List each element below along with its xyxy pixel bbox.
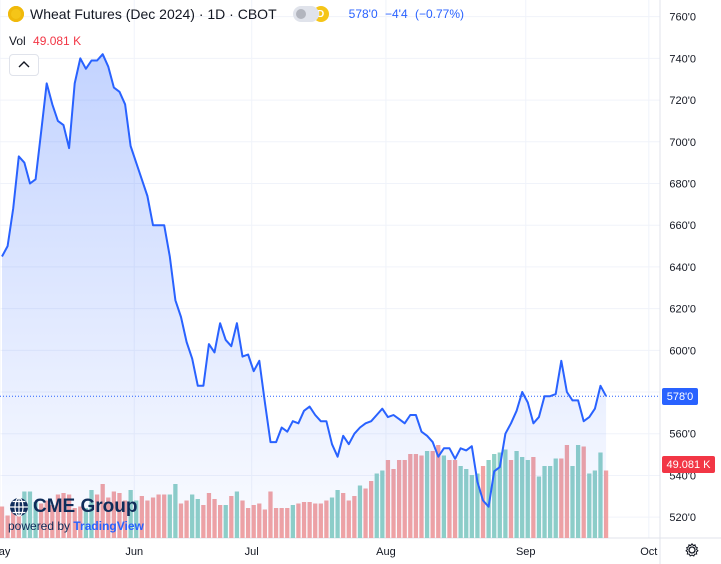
last-price-tag: 578'0	[662, 388, 698, 406]
x-tick-label: Jul	[245, 546, 259, 558]
powered-by: powered by TradingView	[8, 519, 144, 533]
y-tick-label: 540'0	[669, 470, 696, 482]
cme-globe-icon	[10, 497, 28, 517]
quote-values: 578'0 −4'4 (−0.77%)	[349, 7, 468, 21]
y-tick-label: 680'0	[669, 179, 696, 191]
wheat-symbol-icon	[8, 6, 24, 22]
last-price: 578'0	[348, 7, 378, 21]
y-tick-label: 700'0	[669, 137, 696, 149]
y-tick-label: 660'0	[669, 220, 696, 232]
x-tick-label: Aug	[376, 546, 396, 558]
price-line[interactable]	[1, 53, 607, 508]
y-tick-label: 640'0	[669, 262, 696, 274]
x-tick-label: Oct	[640, 546, 657, 558]
y-tick-label: 520'0	[669, 512, 696, 524]
price-area	[2, 54, 607, 538]
chevron-up-icon	[18, 59, 30, 71]
price-change: −4'4	[384, 7, 408, 21]
y-tick-label: 760'0	[669, 12, 696, 24]
collapse-legend-button[interactable]	[9, 54, 39, 76]
visibility-toggle-icon[interactable]	[292, 6, 319, 22]
volume-value: 49.081 K	[33, 34, 82, 48]
chart-title[interactable]: Wheat Futures (Dec 2024) · 1D · CBOT	[30, 6, 277, 22]
volume-tag: 49.081 K	[662, 456, 715, 473]
volume-bar	[486, 460, 491, 538]
cme-brand: CME Group	[33, 496, 138, 517]
tradingview-brand: TradingView	[73, 519, 144, 533]
x-tick-label: May	[0, 546, 11, 558]
y-tick-label: 560'0	[669, 429, 696, 441]
y-tick-label: 740'0	[669, 53, 696, 65]
y-tick-label: 720'0	[669, 95, 696, 107]
x-tick-label: Sep	[516, 546, 536, 558]
x-tick-label: Jun	[125, 546, 143, 558]
cme-logo: CME Group	[8, 496, 144, 518]
price-change-percent: (−0.77%)	[414, 7, 465, 21]
legend-toggles: D	[292, 6, 329, 22]
volume-label: Vol	[9, 34, 26, 48]
chart-settings-button[interactable]	[684, 542, 700, 560]
y-tick-label: 620'0	[669, 304, 696, 316]
gear-icon	[685, 542, 699, 560]
cme-tradingview-watermark[interactable]: CME Group powered by TradingView	[8, 496, 144, 533]
symbol-legend: Wheat Futures (Dec 2024) · 1D · CBOT D 5…	[8, 6, 468, 22]
volume-legend[interactable]: Vol 49.081 K	[9, 34, 81, 48]
powered-prefix: powered by	[8, 519, 71, 533]
y-tick-label: 600'0	[669, 345, 696, 357]
